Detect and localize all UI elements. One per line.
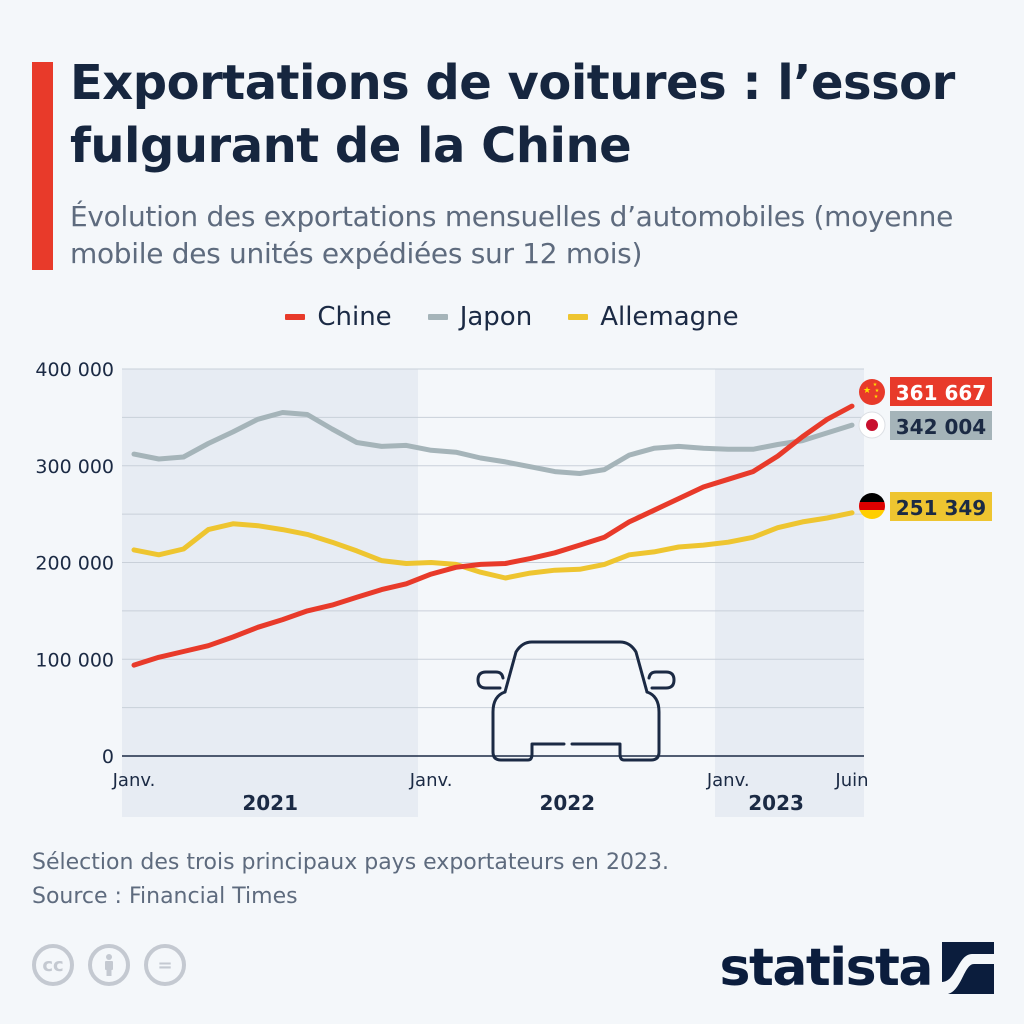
legend-swatch-chine [285,314,306,320]
y-tick-label: 400 000 [35,359,114,381]
no-derivatives-icon[interactable]: = [144,944,186,986]
legend-swatch-allemagne [568,314,589,320]
legend: Chine Japon Allemagne [0,302,1024,332]
y-tick-label: 0 [102,746,114,768]
svg-text:★: ★ [873,382,878,388]
x-tick-label: Janv. [706,770,750,791]
footnote: Sélection des trois principaux pays expo… [32,846,669,914]
svg-text:★: ★ [863,386,871,396]
x-tick-label: Janv. [112,770,156,791]
x-tick-label: Janv. [409,770,453,791]
legend-item-allemagne: Allemagne [568,302,739,332]
legend-label-allemagne: Allemagne [600,302,739,332]
license-icons: cc = [32,944,186,986]
year-label: 2023 [748,791,804,815]
end-label-japon: 342 004 [890,411,992,440]
series-line-japon [131,410,855,476]
statista-logo-icon [942,942,994,994]
page-subtitle: Évolution des exportations mensuelles d’… [70,200,953,270]
end-label-chine: 361 667 [890,377,992,406]
accent-bar [32,62,53,270]
statista-logo-text: statista [719,938,934,998]
series-line-chine [131,403,855,668]
statista-logo[interactable]: statista [720,938,994,998]
year-labels: 2021 2022 2023 [242,791,804,815]
legend-item-chine: Chine [285,302,392,332]
svg-text:★: ★ [874,394,879,400]
cc-icon[interactable]: cc [32,944,74,986]
china-flag-icon: ★ ★ ★ ★ [859,379,885,405]
legend-item-japon: Japon [427,302,533,332]
x-axis-ticks: Janv. Janv. Janv. Juin [112,770,869,791]
svg-text:★: ★ [875,388,880,394]
year-label: 2021 [242,791,298,815]
year-band-2023 [715,369,864,817]
legend-swatch-japon [427,314,448,320]
end-label-allemagne: 251 349 [890,492,992,521]
x-tick-label: Juin [834,770,868,791]
series-line-allemagne [131,510,855,581]
end-label-chine-text: 361 667 [896,381,986,405]
year-label: 2022 [539,791,595,815]
y-axis-ticks: 400 000 300 000 200 000 100 000 0 [35,359,114,768]
footnote-selection: Sélection des trois principaux pays expo… [32,850,669,875]
legend-label-japon: Japon [459,302,533,332]
end-label-allemagne-text: 251 349 [896,496,986,520]
page-title: Exportations de voitures : l’essor fulgu… [70,55,955,174]
series-lines [131,403,855,668]
no-derivatives-icon-text: = [157,954,173,976]
attribution-icon[interactable] [88,944,130,986]
y-tick-label: 200 000 [35,553,114,575]
germany-flag-icon [859,493,885,519]
person-icon [105,954,113,976]
y-tick-label: 300 000 [35,456,114,478]
legend-label-chine: Chine [317,302,392,332]
end-label-japon-text: 342 004 [896,415,986,439]
japan-flag-icon [858,411,886,439]
y-tick-label: 100 000 [35,649,114,671]
footnote-source: Source : Financial Times [32,884,298,909]
car-icon [476,640,676,762]
cc-icon-text: cc [42,954,64,976]
